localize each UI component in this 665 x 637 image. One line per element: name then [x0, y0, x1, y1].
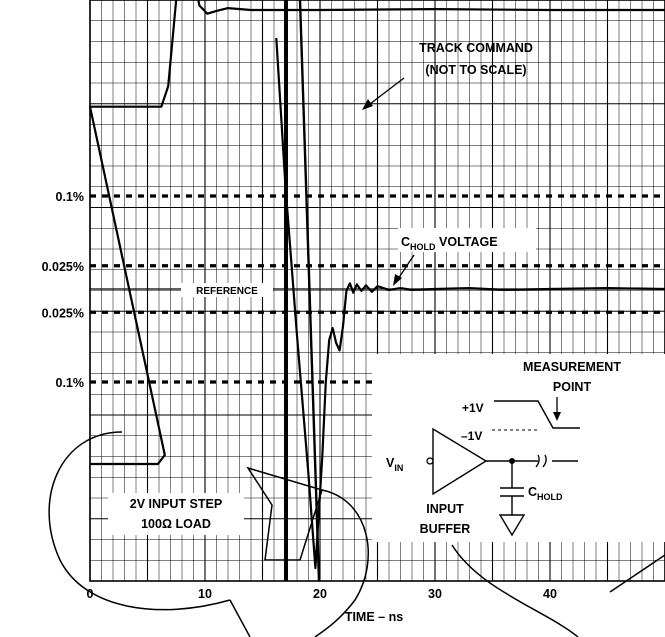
level-label: 0.1%: [56, 376, 85, 390]
input-buffer-label-2: BUFFER: [420, 522, 471, 536]
vin-terminal: [426, 457, 434, 465]
x-tick-label: 40: [543, 587, 557, 601]
track-command-arrowhead: [362, 99, 373, 110]
decorative-arc-left: [48, 431, 231, 611]
reference-label-bg: [181, 283, 273, 297]
vin-label: VIN: [386, 456, 403, 473]
level-labels: 0.1% 0.025% 0.025% 0.1%: [42, 190, 84, 390]
track-command-note: (NOT TO SCALE): [425, 63, 526, 77]
track-command-label: TRACK COMMAND: [419, 41, 533, 55]
decorative-line-right: [609, 554, 665, 593]
level-label: 0.025%: [42, 260, 84, 274]
series-line-track_command: [88, 0, 665, 466]
input-step-label-bg: [108, 493, 244, 535]
x-tick-label: 0: [87, 587, 94, 601]
input-step-label: 2V INPUT STEP: [130, 497, 222, 511]
inset-schematic: MEASUREMENT POINT +1V –1V VIN CHOLD INPU…: [372, 354, 665, 542]
x-axis-label: TIME – ns: [345, 610, 403, 624]
chold-label-bg: [398, 228, 536, 252]
decorative-arc-left-tail: [229, 599, 251, 637]
inset-background: [372, 354, 665, 542]
x-tick-label: 20: [313, 587, 327, 601]
reference-label: REFERENCE: [196, 286, 258, 297]
decorative-arc-right: [451, 544, 579, 637]
chold-voltage-arrowhead: [393, 274, 402, 286]
x-tick-labels: 0 10 20 30 40: [87, 587, 557, 601]
settling-edge-line: [298, 0, 321, 582]
level-label: 0.025%: [42, 306, 84, 320]
measurement-point-label: MEASUREMENT: [523, 360, 621, 374]
minus-1v-label: –1V: [461, 429, 482, 443]
overlay-shapes: [48, 0, 665, 637]
series-layer: [88, 0, 665, 570]
chold-cap-label: CHOLD: [528, 485, 563, 502]
x-tick-label: 30: [428, 587, 442, 601]
track-command-waveform: [494, 400, 580, 429]
x-tick-label: 10: [198, 587, 212, 601]
series-line-chold_voltage: [275, 37, 665, 570]
chold-voltage-label: CHOLD VOLTAGE: [401, 235, 498, 252]
decorative-arc-mid: [314, 489, 369, 637]
measurement-arrowhead: [553, 412, 561, 421]
ground-icon: [498, 514, 526, 537]
level-label: 0.1%: [56, 190, 85, 204]
input-buffer-label: INPUT: [426, 502, 464, 516]
input-buffer-icon: [432, 427, 488, 496]
break-symbol: [535, 454, 547, 468]
decorative-shape-r: [246, 466, 323, 561]
input-step-load: 100Ω LOAD: [141, 517, 211, 531]
track-command-arrow: [365, 77, 405, 108]
measurement-point-label-2: POINT: [553, 380, 592, 394]
plus-1v-label: +1V: [462, 401, 484, 415]
